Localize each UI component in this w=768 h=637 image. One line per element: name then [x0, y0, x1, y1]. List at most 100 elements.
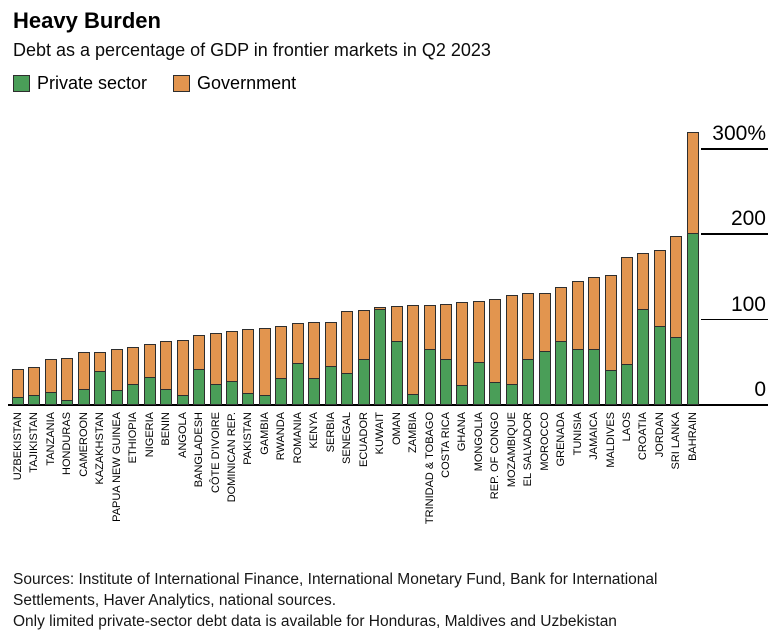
bar-morocco [538, 293, 551, 405]
x-label-jamaica: JAMAICA [588, 412, 601, 460]
y-tick-line-200 [701, 233, 768, 235]
government-segment [77, 352, 90, 390]
government-segment [505, 295, 518, 385]
sources-text: Sources: Institute of International Fina… [13, 571, 658, 609]
private-sector-segment [160, 389, 173, 405]
bar-rwanda [275, 326, 288, 405]
x-label-mozambique: MOZAMBIQUE [505, 412, 518, 488]
x-label-angola: ANGOLA [176, 412, 189, 458]
x-label-zambia: ZAMBIA [407, 412, 420, 453]
government-segment [176, 340, 189, 396]
government-segment [308, 322, 321, 379]
x-label-laos: LAOS [621, 412, 634, 442]
private-sector-segment [637, 309, 650, 405]
bar-angola [176, 340, 189, 405]
private-sector-segment [489, 382, 502, 405]
bar-jamaica [588, 277, 601, 405]
government-segment [242, 329, 255, 394]
private-sector-segment [686, 233, 699, 405]
government-segment [110, 349, 123, 391]
private-sector-segment [291, 363, 304, 405]
bar-kenya [308, 322, 321, 405]
government-segment [275, 326, 288, 379]
government-segment [44, 359, 57, 393]
bar-rep-of-congo [489, 299, 502, 405]
x-label-bangladesh: BANGLADESH [193, 412, 206, 488]
footnote-text: Only limited private-sector debt data is… [13, 613, 617, 630]
bar-bangladesh [193, 335, 206, 405]
chart-subtitle: Debt as a percentage of GDP in frontier … [13, 40, 491, 60]
private-sector-segment [505, 384, 518, 405]
government-segment [324, 322, 337, 367]
private-sector-segment [670, 337, 683, 405]
y-tick-label-300: 300% [712, 122, 766, 146]
private-sector-segment [242, 393, 255, 405]
government-segment [538, 293, 551, 352]
private-sector-segment [555, 341, 568, 405]
bar-serbia [324, 322, 337, 405]
government-segment [555, 287, 568, 342]
x-label-croatia: CROATIA [637, 412, 650, 461]
legend-label-government: Government [197, 73, 297, 93]
government-segment [472, 301, 485, 363]
private-sector-segment [341, 373, 354, 405]
bar-mozambique [505, 295, 518, 405]
private-sector-segment [522, 359, 535, 405]
bar-kazakhstan [94, 352, 107, 405]
x-label-costa-rica: COSTA RICA [439, 412, 452, 478]
x-label-romania: ROMANIA [291, 412, 304, 464]
government-segment [61, 358, 74, 401]
private-sector-segment [225, 381, 238, 405]
x-label-mongolia: MONGOLIA [472, 412, 485, 472]
x-label-maldives: MALDIVES [604, 412, 617, 468]
x-axis-line [8, 404, 768, 406]
private-sector-segment [588, 349, 601, 405]
government-segment [637, 253, 650, 310]
source-note: Sources: Institute of International Fina… [13, 569, 737, 632]
x-label-pakistan: PAKISTAN [242, 412, 255, 465]
government-segment [604, 275, 617, 371]
x-label-tunisia: TUNISIA [571, 412, 584, 456]
x-label-morocco: MOROCCO [538, 412, 551, 471]
x-label-oman: OMAN [390, 412, 403, 445]
private-sector-segment [12, 397, 24, 405]
y-tick-label-200: 200 [730, 207, 766, 231]
bar-el-salvador [522, 293, 535, 405]
private-sector-segment [258, 395, 271, 405]
x-label-uzbekistan: UZBEKISTAN [12, 412, 24, 481]
bar-maldives [604, 275, 617, 405]
bar-tajikistan [28, 367, 41, 405]
x-label-tajikistan: TAJIKISTAN [28, 412, 41, 473]
private-sector-segment [653, 326, 666, 405]
government-segment [522, 293, 535, 360]
x-label-benin: BENIN [160, 412, 173, 446]
bar-papua-new-guinea [110, 349, 123, 405]
x-label-papua-new-guinea: PAPUA NEW GUINEA [110, 412, 123, 522]
x-label-rep-of-congo: REP. OF CONGO [489, 412, 502, 500]
government-segment [209, 333, 222, 385]
government-segment [160, 341, 173, 390]
bar-ecuador [357, 310, 370, 405]
government-segment [390, 306, 403, 342]
private-sector-segment [439, 359, 452, 405]
government-segment [341, 311, 354, 374]
legend-item-government: Government [173, 73, 296, 94]
x-label-tanzania: TANZANIA [44, 412, 57, 466]
government-segment [291, 323, 304, 364]
bar-sri-lanka [670, 236, 683, 405]
x-label-grenada: GRENADA [555, 412, 568, 467]
government-segment [407, 305, 420, 395]
government-segment [94, 352, 107, 372]
government-segment [12, 369, 24, 398]
bar-bahrain [686, 132, 699, 405]
y-tick-line-300 [701, 148, 768, 150]
government-segment [193, 335, 206, 370]
private-sector-segment [143, 377, 156, 405]
bar-uzbekistan [12, 369, 24, 405]
bar-benin [160, 341, 173, 405]
government-segment [143, 344, 156, 378]
legend-label-private-sector: Private sector [37, 73, 148, 93]
private-sector-segment [193, 369, 206, 405]
government-segment [225, 331, 238, 382]
private-sector-segment [456, 385, 469, 405]
